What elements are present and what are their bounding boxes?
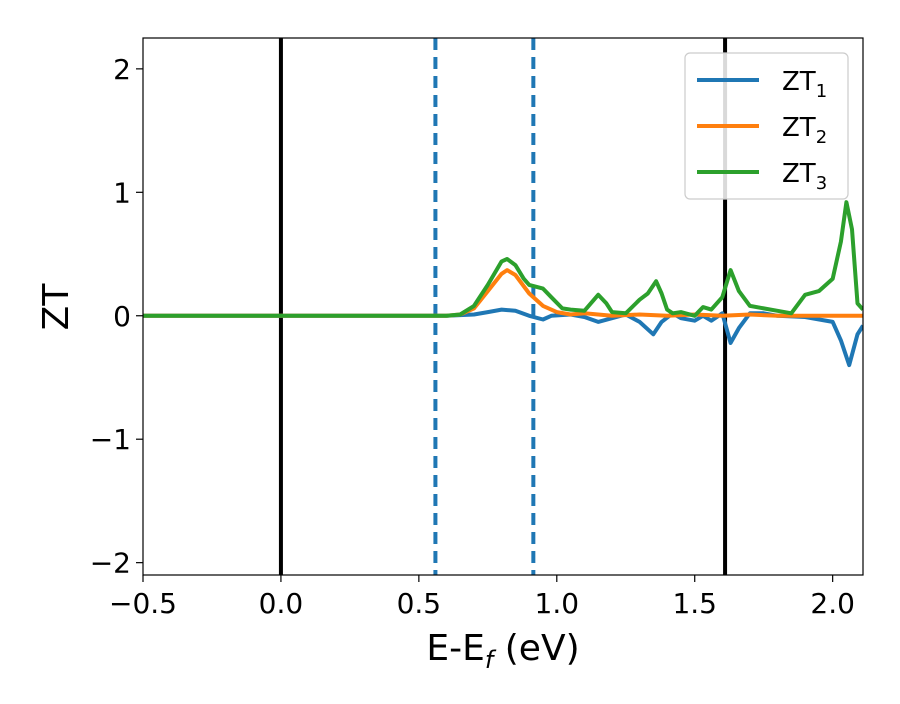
legend-box (684, 52, 849, 200)
legend-label-2: ZT2 (782, 113, 827, 148)
legend-label-1: ZT1 (782, 67, 827, 102)
y-tick-label: 1 (113, 176, 131, 209)
legend-label-3: ZT3 (782, 159, 827, 194)
y-tick-label: −1 (90, 423, 131, 456)
x-tick-label: 0.0 (259, 587, 304, 620)
x-tick-label: −0.5 (109, 587, 177, 620)
legend: ZT1 ZT2 ZT3 (684, 52, 849, 200)
y-tick-label: 0 (113, 300, 131, 333)
series-line-3 (143, 200, 863, 318)
x-tick-label: 1.5 (672, 587, 717, 620)
x-axis-title-main: E-E (426, 628, 484, 669)
y-tick-label: 2 (113, 53, 131, 86)
series-line-1 (143, 307, 863, 368)
x-tick-label: 1.0 (535, 587, 580, 620)
series-line-2 (143, 268, 863, 318)
x-tick-label: 0.5 (397, 587, 442, 620)
x-tick-label: 2.0 (810, 587, 855, 620)
x-axis-title: E-Ef (eV) (426, 628, 579, 674)
axes: −0.5 0.0 0.5 1.0 1.5 2.0 −2 −1 0 1 2 (90, 37, 864, 620)
y-axis-title: ZT (36, 283, 77, 331)
x-axis-title-unit: (eV) (493, 628, 579, 669)
axes-frame (142, 37, 864, 576)
y-tick-label: −2 (90, 547, 131, 580)
